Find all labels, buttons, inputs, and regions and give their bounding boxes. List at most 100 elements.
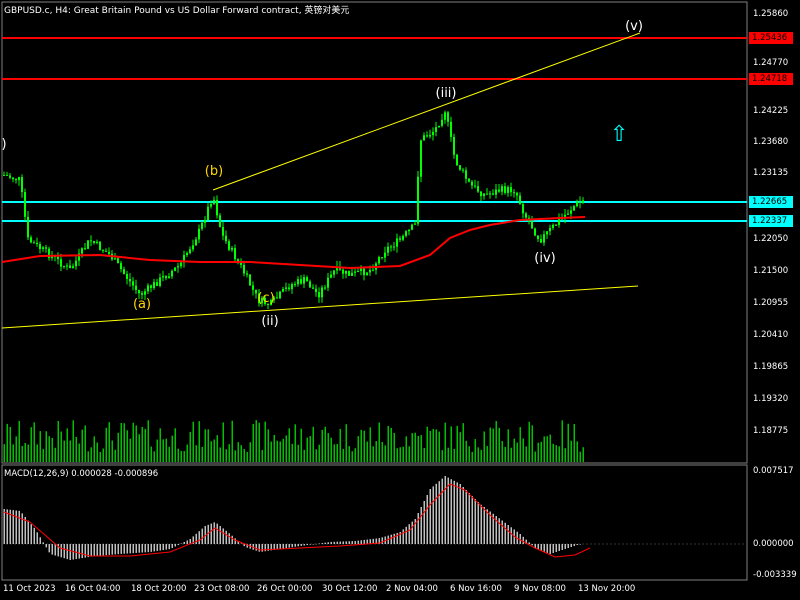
macd-histogram-bar [282, 544, 284, 549]
volume-bar [138, 434, 140, 462]
volume-bar [549, 434, 551, 462]
candle-body [570, 210, 572, 214]
candle-body [261, 297, 263, 304]
macd-histogram-bar [393, 533, 395, 544]
volume-bar [402, 446, 404, 462]
volume-bar [447, 447, 449, 462]
volume-bar [504, 447, 506, 462]
volume-bar [414, 432, 416, 462]
macd-histogram-bar [27, 520, 29, 544]
volume-bar [285, 435, 287, 462]
wave-label-ii[interactable]: (ii) [261, 314, 279, 329]
candle-body [420, 140, 422, 177]
wave-label-iv[interactable]: (iv) [534, 251, 556, 266]
macd-histogram-bar [102, 544, 104, 556]
macd-histogram-bar [42, 542, 44, 544]
volume-bar [318, 444, 320, 462]
up-arrow-icon[interactable]: ⇧ [610, 122, 629, 147]
candle-body [249, 274, 251, 286]
volume-bar [564, 448, 566, 462]
chart-title: GBPUSD.c, H4: Great Britain Pound vs US … [4, 6, 350, 16]
macd-histogram-bar [114, 544, 116, 555]
candle-body [378, 257, 380, 264]
candle-body [162, 276, 164, 278]
volume-bar [510, 447, 512, 462]
macd-histogram-bar [99, 544, 101, 556]
macd-histogram-bar [231, 535, 233, 544]
macd-histogram-bar [201, 528, 203, 544]
macd-histogram-bar [264, 544, 266, 552]
macd-histogram-bar [195, 533, 197, 544]
macd-histogram-bar [543, 544, 545, 552]
candle-body [507, 187, 509, 193]
macd-histogram-bar [468, 493, 470, 544]
candle-body [306, 277, 308, 282]
volume-bar [36, 444, 38, 462]
candle-body [447, 112, 449, 122]
macd-histogram-bar [465, 490, 467, 544]
macd-histogram-bar [429, 489, 431, 544]
candle-body [135, 285, 137, 291]
candle-body [516, 192, 518, 196]
wave-label-iii[interactable]: (iii) [435, 86, 457, 101]
candle-body [24, 191, 26, 217]
macd-histogram-bar [375, 538, 377, 544]
candle-body [147, 285, 149, 292]
volume-bar [477, 447, 479, 462]
volume-bar [348, 446, 350, 462]
time-axis-label: 23 Oct 08:00 [194, 584, 250, 594]
volume-bar [120, 423, 122, 462]
wave-label-c[interactable]: (c) [257, 291, 275, 306]
macd-axis-label: -0.003339 [753, 570, 797, 580]
candle-body [180, 262, 182, 267]
price-candles [3, 110, 584, 310]
volume-bar [444, 422, 446, 462]
candle-body [234, 248, 236, 260]
volume-bar [66, 428, 68, 462]
macd-histogram-bar [453, 480, 455, 544]
volume-bar [186, 444, 188, 462]
wave-label-a[interactable]: (a) [132, 297, 152, 312]
volume-bar [141, 426, 143, 462]
volume-bar [63, 440, 65, 462]
upper-trend-line[interactable] [212, 32, 641, 191]
macd-histogram-bar [366, 539, 368, 544]
macd-histogram-bar [219, 526, 221, 544]
candle-body [318, 292, 320, 298]
volume-bar [399, 447, 401, 462]
volume-bar [24, 443, 26, 462]
macd-histogram-bar [534, 544, 536, 548]
candle-body [402, 235, 404, 240]
volume-bar [579, 451, 581, 462]
macd-histogram-bar [6, 509, 8, 544]
volume-bar [165, 438, 167, 462]
volume-bar [27, 444, 29, 462]
wave-label-b[interactable]: (b) [204, 164, 224, 179]
time-axis-label: 30 Oct 12:00 [322, 584, 378, 594]
macd-histogram-bar [186, 540, 188, 544]
candle-body [525, 213, 527, 218]
lower-trend-line[interactable] [1, 285, 639, 329]
macd-histogram-bar [57, 544, 59, 557]
volume-bar [252, 424, 254, 462]
volume-bar [264, 421, 266, 462]
volume-bar [501, 441, 503, 462]
wave-label-v[interactable]: (v) [625, 19, 643, 34]
volume-bar [177, 448, 179, 462]
candle-body [270, 300, 272, 305]
macd-histogram-bar [291, 544, 293, 548]
macd-histogram-bar [204, 526, 206, 544]
macd-title: MACD(12,26,9) 0.000028 -0.000896 [4, 469, 159, 479]
macd-histogram-bar [348, 541, 350, 544]
candle-body [174, 267, 176, 271]
volume-bar [474, 439, 476, 462]
candle-body [93, 241, 95, 243]
wave-label-partial[interactable]: ) [1, 137, 7, 152]
candle-body [291, 284, 293, 290]
candle-body [69, 265, 71, 269]
volume-bar [324, 426, 326, 462]
volume-bar [87, 451, 89, 462]
candle-body [15, 179, 17, 181]
